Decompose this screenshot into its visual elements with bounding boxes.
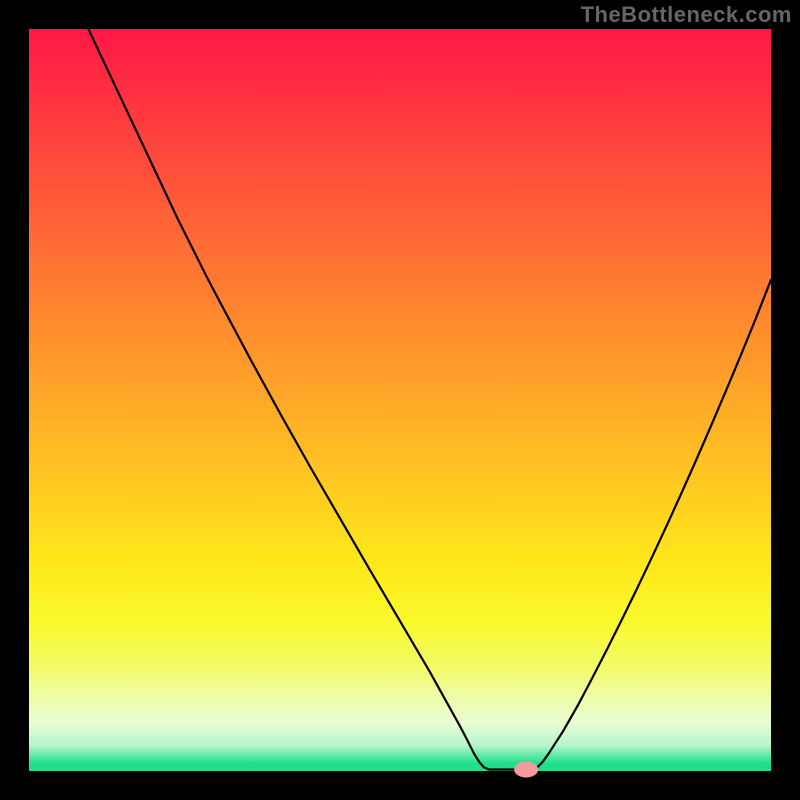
optimal-marker xyxy=(514,762,538,778)
bottleneck-chart xyxy=(0,0,800,800)
watermark-text: TheBottleneck.com xyxy=(581,2,792,28)
stage: TheBottleneck.com xyxy=(0,0,800,800)
